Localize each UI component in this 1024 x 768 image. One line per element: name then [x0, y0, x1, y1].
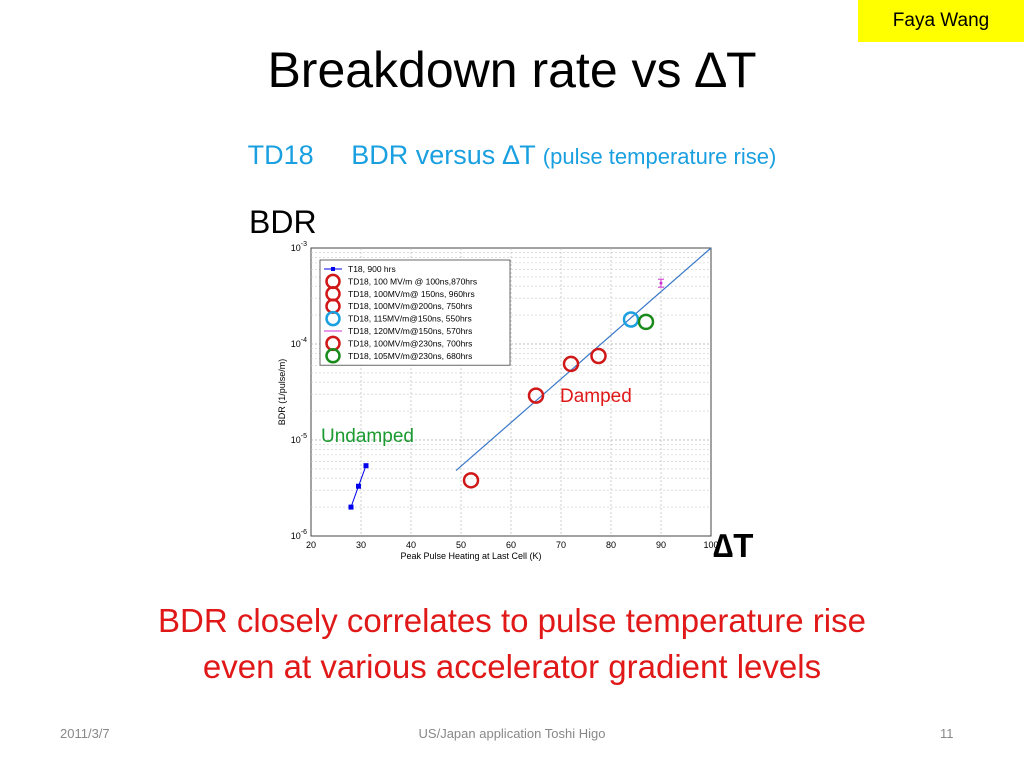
- data-point-square: [363, 463, 369, 469]
- data-point-circle: [590, 347, 607, 365]
- x-tick-label: 30: [356, 540, 366, 550]
- subtitle-main: TD18 BDR versus ∆T: [247, 140, 543, 170]
- x-tick-label: 50: [456, 540, 466, 550]
- bdr-vs-dt-chart: 20 30 40 50 60 70 80 90 100 10-6 10-5 10-4 10-3 Peak …: [277, 241, 719, 561]
- data-point-square: [356, 483, 361, 489]
- slide-subtitle: TD18 BDR versus ∆T (pulse temperature ri…: [0, 140, 1024, 171]
- footer-date: 2011/3/7: [60, 726, 110, 741]
- x-tick-label: 90: [656, 540, 666, 550]
- legend-box: [319, 259, 511, 366]
- legend-label: T18, 900 hrs: [348, 264, 396, 274]
- annotation-damped: Damped: [560, 386, 632, 407]
- x-tick-label: 70: [556, 540, 566, 550]
- y-tick-label: 10-3: [291, 241, 307, 253]
- x-tick-label: 80: [606, 540, 616, 550]
- y-axis-label: BDR (1/pulse/m): [277, 359, 287, 426]
- conclusion-line-1: BDR closely correlates to pulse temperat…: [158, 602, 866, 639]
- legend-label: TD18, 100MV/m@230ns, 700hrs: [348, 338, 472, 348]
- data-point-circle: [527, 387, 545, 404]
- legend-swatch-circle: [325, 348, 341, 364]
- data-point-circle: [637, 313, 655, 331]
- conclusion-line-2: even at various accelerator gradient lev…: [202, 648, 822, 685]
- legend-swatch-square: [331, 267, 335, 271]
- data-point-circle: [462, 472, 480, 489]
- legend-label: TD18, 105MV/m@230ns, 680hrs: [348, 351, 472, 361]
- footer-center-text: US/Japan application Toshi Higo: [418, 726, 606, 741]
- x-tick-label: 100: [703, 540, 718, 550]
- annotation-undamped: Undamped: [321, 426, 414, 447]
- legend-label: TD18, 100 MV/m @ 100ns,870hrs: [348, 276, 477, 286]
- y-tick-label: 10-6: [291, 529, 307, 541]
- data-point-circle: [562, 355, 580, 373]
- legend-label: TD18, 120MV/m@150ns, 570hrs: [348, 326, 472, 336]
- y-tick-label: 10-4: [291, 337, 307, 349]
- x-tick-label: 40: [406, 540, 416, 550]
- legend-label: TD18, 100MV/m@200ns, 750hrs: [348, 301, 472, 311]
- legend-label: TD18, 100MV/m@ 150ns, 960hrs: [348, 289, 475, 299]
- x-axis-label: Peak Pulse Heating at Last Cell (K): [400, 551, 541, 561]
- delta-t-axis-callout: ∆T: [713, 527, 754, 564]
- data-point-square: [348, 504, 354, 510]
- footer-page-number: 11: [940, 726, 954, 741]
- data-point-errorbar: [659, 281, 663, 285]
- legend-label: TD18, 115MV/m@150ns, 550hrs: [348, 314, 472, 324]
- bdr-axis-callout: BDR: [249, 204, 317, 240]
- data-point-circle: [622, 311, 640, 328]
- x-tick-label: 60: [506, 540, 516, 550]
- legend-swatch-circle: [325, 310, 341, 327]
- subtitle-parenthetical: (pulse temperature rise): [542, 144, 777, 169]
- conclusion-text: BDR closely correlates to pulse temperat…: [0, 598, 1024, 690]
- slide-title: Breakdown rate vs ∆T: [267, 42, 757, 98]
- x-tick-label: 20: [306, 540, 316, 550]
- author-tag: Faya Wang: [858, 0, 1024, 42]
- y-tick-label: 10-5: [291, 433, 307, 445]
- fit-line: [455, 247, 712, 472]
